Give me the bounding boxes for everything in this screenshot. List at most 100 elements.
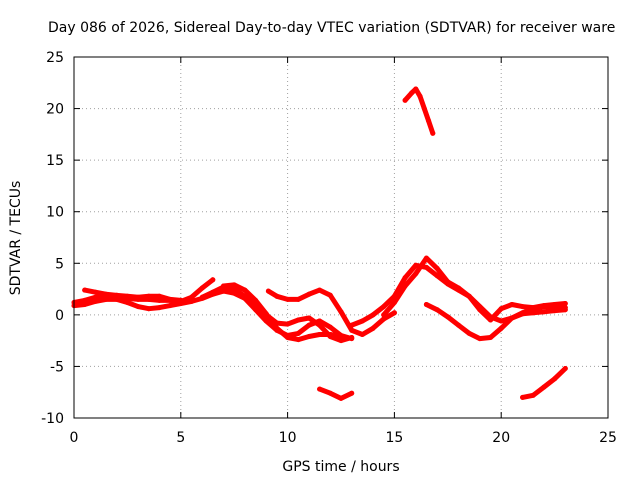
data-point xyxy=(274,325,280,331)
data-point xyxy=(413,262,419,268)
grid xyxy=(74,57,608,418)
data-point xyxy=(306,334,312,339)
data-point xyxy=(445,279,451,285)
data-point xyxy=(391,300,397,305)
data-point xyxy=(263,311,269,317)
data-point xyxy=(477,307,483,313)
series-line xyxy=(520,366,568,400)
data-point xyxy=(103,291,109,297)
data-point xyxy=(82,287,88,293)
data-point xyxy=(103,296,109,302)
data-point xyxy=(423,255,429,261)
data-point xyxy=(434,307,440,313)
data-point xyxy=(199,285,205,291)
data-point xyxy=(456,285,461,291)
y-tick-label: 10 xyxy=(46,205,64,221)
data-point xyxy=(306,291,312,297)
data-point xyxy=(541,309,547,315)
series-track-f xyxy=(221,282,344,343)
data-point xyxy=(391,310,397,316)
data-point xyxy=(242,293,248,299)
data-point xyxy=(327,390,333,396)
y-tick-label: 5 xyxy=(55,256,64,272)
x-tick-label: 5 xyxy=(176,430,185,446)
series-track-g xyxy=(265,287,397,337)
data-point xyxy=(498,306,504,312)
data-point xyxy=(253,297,259,303)
data-point xyxy=(92,289,98,295)
data-point xyxy=(295,337,301,343)
data-point xyxy=(167,296,173,302)
data-point xyxy=(265,288,271,294)
data-point xyxy=(381,312,387,318)
data-point xyxy=(338,395,344,401)
series-track-k xyxy=(402,86,436,136)
x-tick-label: 15 xyxy=(385,430,403,446)
data-point xyxy=(327,324,333,330)
data-point xyxy=(530,310,536,316)
data-point xyxy=(210,277,216,283)
y-tick-label: -5 xyxy=(50,359,64,375)
data-point xyxy=(285,296,291,302)
data-point xyxy=(488,317,493,323)
data-point xyxy=(242,287,248,293)
series-line xyxy=(317,386,355,401)
data-point xyxy=(488,335,493,340)
x-tick-label: 25 xyxy=(599,430,617,446)
data-point xyxy=(124,300,130,305)
chart-title: Day 086 of 2026, Sidereal Day-to-day VTE… xyxy=(48,20,615,36)
series-track-c xyxy=(82,287,184,303)
data-point xyxy=(327,332,333,337)
data-point xyxy=(434,265,440,271)
y-tick-label: 20 xyxy=(46,102,64,118)
data-point xyxy=(413,86,419,92)
x-tick-label: 10 xyxy=(279,430,297,446)
data-point xyxy=(199,294,205,300)
data-point xyxy=(114,292,120,298)
series-line xyxy=(82,287,184,303)
data-point xyxy=(349,327,355,333)
data-point xyxy=(520,304,526,310)
data-point xyxy=(402,275,408,281)
data-point xyxy=(402,97,408,103)
data-point xyxy=(135,294,141,300)
data-point xyxy=(402,283,408,289)
data-point xyxy=(263,318,269,324)
data-point xyxy=(530,305,536,311)
data-point xyxy=(167,303,173,309)
data-point xyxy=(413,271,419,277)
data-point xyxy=(349,322,355,328)
data-point xyxy=(82,302,88,307)
y-axis-title: SDTVAR / TECUs xyxy=(8,181,24,296)
data-point xyxy=(498,318,504,324)
data-point xyxy=(423,302,429,307)
y-tick-label: 25 xyxy=(46,50,64,66)
data-point xyxy=(359,318,365,324)
data-point xyxy=(409,90,414,96)
data-point xyxy=(370,312,376,318)
data-point xyxy=(338,309,344,315)
data-point xyxy=(295,296,301,302)
data-point xyxy=(434,273,440,279)
data-point xyxy=(370,325,376,331)
data-point xyxy=(417,93,423,99)
data-point xyxy=(306,322,312,328)
data-point xyxy=(552,376,558,382)
x-tick-label: 20 xyxy=(492,430,510,446)
data-point xyxy=(359,332,365,337)
data-point xyxy=(317,332,323,337)
data-point xyxy=(146,306,152,312)
data-point xyxy=(338,338,344,344)
data-point xyxy=(541,303,547,309)
data-point xyxy=(156,293,162,299)
data-point xyxy=(466,293,472,299)
data-point xyxy=(421,106,427,112)
data-point xyxy=(295,330,301,336)
data-point xyxy=(210,289,216,295)
data-point xyxy=(520,311,526,317)
data-point xyxy=(135,304,141,310)
data-point xyxy=(381,316,387,322)
data-series-layer xyxy=(71,86,568,401)
x-axis-title: GPS time / hours xyxy=(282,459,399,475)
